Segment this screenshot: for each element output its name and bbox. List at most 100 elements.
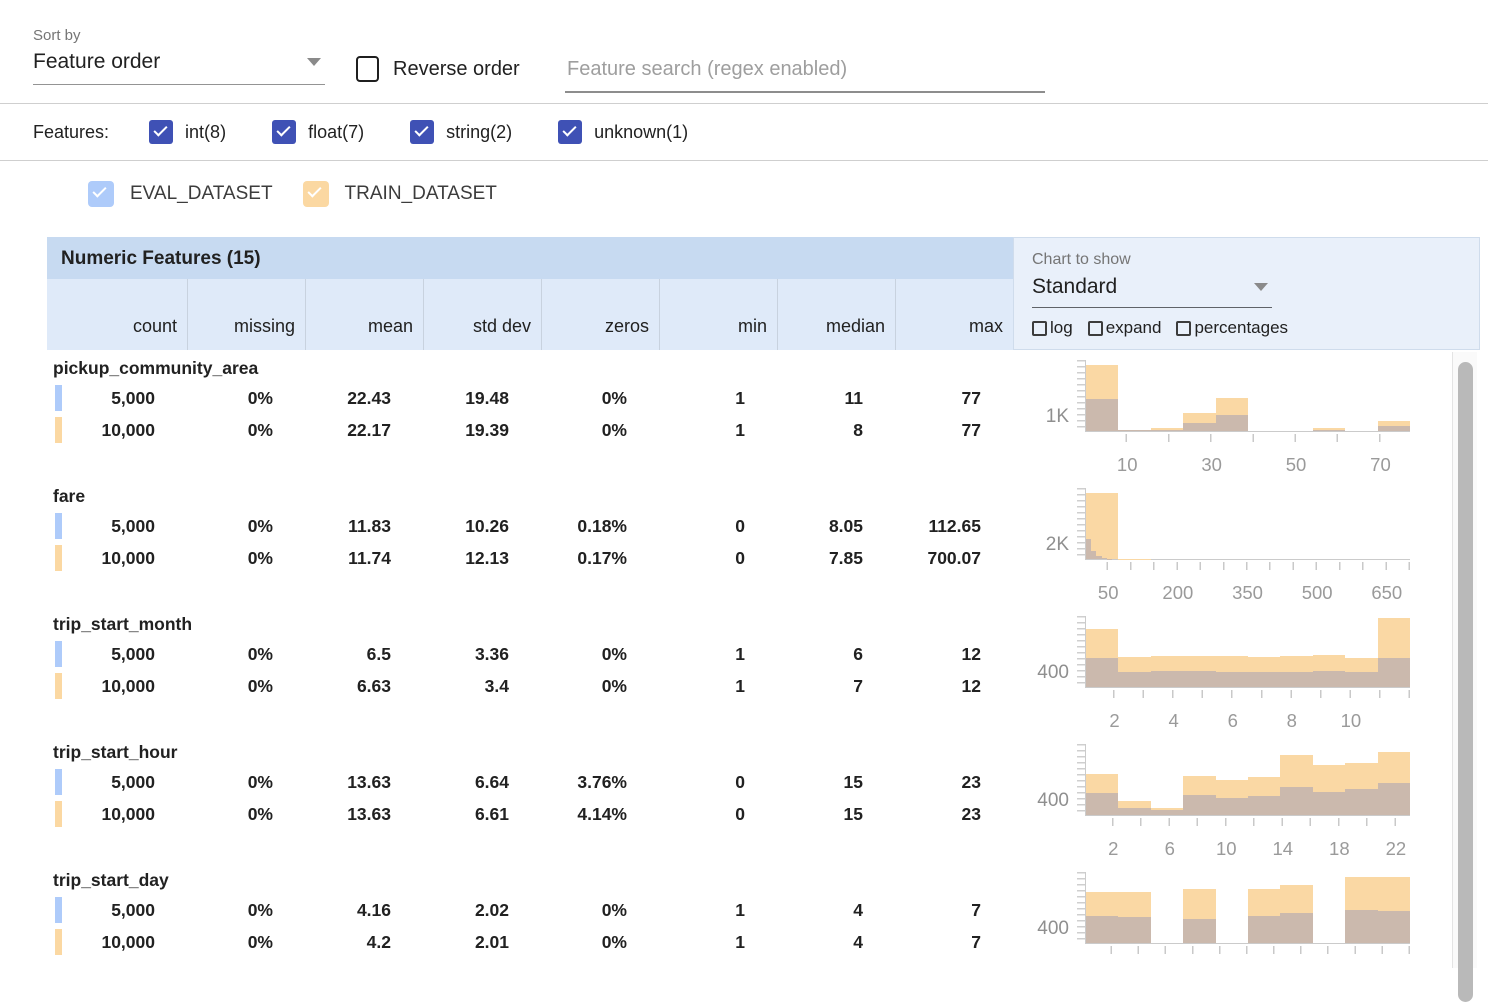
chart-to-show-label: Chart to show: [1032, 251, 1479, 269]
plot-area: [1085, 872, 1410, 944]
table-cell: 1: [637, 414, 755, 446]
table-cell: 2.01: [401, 926, 519, 958]
eval-histogram-bar: [1280, 787, 1312, 815]
eval-histogram-bar: [1378, 658, 1410, 687]
table-row: 5,0000%4.162.020%147: [47, 894, 1013, 926]
sort-by-dropdown[interactable]: Sort by Feature order: [33, 27, 325, 85]
y-axis-ticks: [1077, 488, 1085, 559]
table-cell: 12: [873, 670, 991, 702]
eval-histogram-bar: [1183, 795, 1215, 815]
eval-histogram-bar: [1118, 430, 1150, 431]
table-cell: 0: [637, 798, 755, 830]
checkbox-checked-icon[interactable]: [558, 120, 582, 144]
table-cell: 5,000: [47, 382, 165, 414]
eval-histogram-bar: [1183, 919, 1215, 943]
feature-search-input[interactable]: [565, 56, 1045, 93]
eval-histogram-bar: [1086, 399, 1118, 431]
chart-option-checkboxes: log expand percentages: [1032, 318, 1479, 338]
table-cell: 11: [755, 382, 873, 414]
histogram-chart: 400246810: [1013, 606, 1480, 734]
checkbox-checked-icon[interactable]: [88, 181, 114, 207]
feature-block: fare5,0000%11.8310.260.18%08.05112.6510,…: [47, 478, 1013, 606]
vertical-scrollbar[interactable]: [1452, 352, 1477, 968]
y-axis-ticks: [1077, 616, 1085, 687]
table-cell: 22.17: [283, 414, 401, 446]
eval-histogram-bar: [1345, 789, 1377, 815]
table-cell: 0: [637, 542, 755, 574]
x-axis-labels: [1085, 966, 1410, 990]
histogram-chart: 400: [1013, 862, 1480, 990]
main-content: Numeric Features (15) countmissingmeanst…: [0, 237, 1488, 990]
x-axis-tick-label: 18: [1329, 838, 1350, 860]
dataset-checkbox[interactable]: TRAIN_DATASET: [303, 181, 497, 207]
table-cell: 0%: [165, 414, 283, 446]
features-label: Features:: [33, 122, 109, 143]
table-cell: 5,000: [47, 510, 165, 542]
eval-histogram-bar: [1345, 910, 1377, 943]
feature-type-checkbox[interactable]: string(2): [410, 120, 512, 144]
table-cell: 8: [755, 414, 873, 446]
eval-histogram-bar: [1345, 672, 1377, 687]
eval-histogram-bar: [1118, 808, 1150, 815]
checkbox-checked-icon[interactable]: [303, 181, 329, 207]
column-header-row: countmissingmeanstd devzerosminmedianmax: [47, 279, 1013, 350]
eval-histogram-bar: [1313, 430, 1345, 431]
chart-option-checkbox[interactable]: expand: [1088, 318, 1162, 338]
table-cell: 1: [637, 638, 755, 670]
table-cell: 10,000: [47, 542, 165, 574]
feature-type-checkbox[interactable]: unknown(1): [558, 120, 688, 144]
chart-type-value: Standard: [1032, 275, 1117, 299]
checkbox-checked-icon[interactable]: [149, 120, 173, 144]
feature-type-checkbox[interactable]: float(7): [272, 120, 364, 144]
table-cell: 10,000: [47, 926, 165, 958]
x-axis-tick-label: 2: [1108, 838, 1118, 860]
chart-option-checkbox[interactable]: log: [1032, 318, 1073, 338]
table-cell: 0%: [519, 894, 637, 926]
checkbox-unchecked-icon[interactable]: [356, 56, 379, 82]
chart-type-dropdown[interactable]: Standard: [1032, 275, 1272, 308]
table-cell: 1: [637, 382, 755, 414]
reverse-order-checkbox[interactable]: Reverse order: [356, 56, 520, 82]
table-cell: 4.16: [283, 894, 401, 926]
x-axis-ticks: [1085, 562, 1410, 570]
table-cell: 4.2: [283, 926, 401, 958]
chart-option-label: expand: [1106, 318, 1162, 338]
x-axis-ticks: [1085, 946, 1410, 954]
reverse-order-label: Reverse order: [393, 58, 520, 81]
eval-histogram-bar: [1378, 783, 1410, 815]
dataset-checkbox[interactable]: EVAL_DATASET: [88, 181, 273, 207]
checkbox-checked-icon[interactable]: [272, 120, 296, 144]
table-cell: 0%: [165, 766, 283, 798]
x-axis-tick-label: 8: [1287, 710, 1297, 732]
checkbox-unchecked-icon[interactable]: [1032, 321, 1047, 336]
eval-histogram-bar: [1118, 672, 1150, 687]
table-row: 5,0000%22.4319.480%11177: [47, 382, 1013, 414]
table-cell: 77: [873, 414, 991, 446]
x-axis-tick-label: 14: [1273, 838, 1294, 860]
x-axis-tick-label: 70: [1370, 454, 1391, 476]
table-cell: 7: [873, 894, 991, 926]
x-axis-tick-label: 4: [1168, 710, 1178, 732]
feature-type-checkbox[interactable]: int(8): [149, 120, 226, 144]
table-title: Numeric Features (15): [47, 237, 1013, 279]
checkbox-checked-icon[interactable]: [410, 120, 434, 144]
chart-option-checkbox[interactable]: percentages: [1176, 318, 1288, 338]
table-cell: 8.05: [755, 510, 873, 542]
table-cell: 6.5: [283, 638, 401, 670]
checkbox-unchecked-icon[interactable]: [1176, 321, 1191, 336]
eval-histogram-bar: [1151, 810, 1183, 815]
column-header: mean: [305, 279, 423, 350]
scrollbar-thumb[interactable]: [1458, 362, 1473, 1002]
toolbar: Sort by Feature order Reverse order: [0, 0, 1488, 104]
sort-by-value: Feature order: [33, 50, 160, 74]
feature-block: pickup_community_area5,0000%22.4319.480%…: [47, 350, 1013, 478]
feature-type-label: unknown(1): [594, 122, 688, 143]
table-cell: 10,000: [47, 798, 165, 830]
checkbox-unchecked-icon[interactable]: [1088, 321, 1103, 336]
table-cell: 0%: [165, 894, 283, 926]
feature-rows: pickup_community_area5,0000%22.4319.480%…: [47, 350, 1013, 990]
table-cell: 23: [873, 766, 991, 798]
chart-to-show-panel: Chart to show Standard log expand percenta…: [1013, 237, 1480, 350]
table-cell: 13.63: [283, 798, 401, 830]
chart-column: Chart to show Standard log expand percenta…: [1013, 237, 1480, 990]
